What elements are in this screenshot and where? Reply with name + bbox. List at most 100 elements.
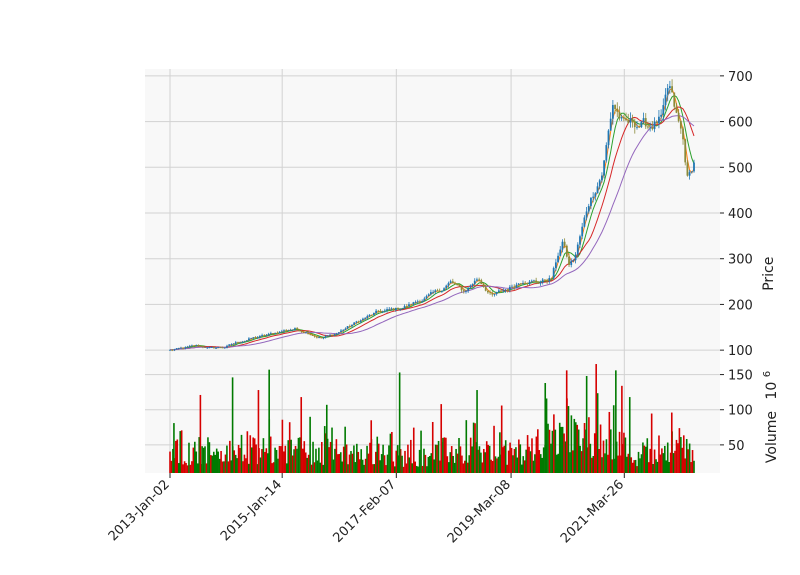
volume-bar (423, 448, 425, 473)
candle-body (579, 236, 581, 245)
volume-y-axis: 50 100 150 (720, 369, 753, 454)
candle-body (594, 193, 597, 197)
candle-body (563, 241, 566, 246)
candle-body (232, 343, 235, 345)
candle-body (570, 260, 573, 265)
candle-body (454, 283, 456, 285)
volume-bar (548, 429, 551, 473)
volume-bar (617, 455, 619, 473)
volume-tick-label: 100 (728, 404, 753, 419)
volume-peak-bar (670, 412, 673, 473)
volume-axis-label: Volume 10 6 (762, 371, 780, 463)
volume-bar (439, 460, 441, 473)
volume-bar (357, 451, 360, 473)
volume-bar (392, 461, 395, 473)
volume-bar (354, 462, 357, 473)
volume-bar (519, 444, 522, 473)
volume-axis-label-text: Volume (764, 411, 780, 463)
volume-bar (634, 459, 637, 473)
volume-bar (302, 448, 304, 473)
volume-bar (358, 459, 361, 473)
candle-body (574, 254, 577, 261)
volume-bar (415, 465, 418, 473)
volume-bar (501, 447, 504, 473)
volume-bar (297, 437, 300, 473)
volume-bar (465, 420, 468, 473)
candle-body (554, 262, 557, 269)
candle-body (366, 316, 369, 319)
volume-bar (245, 458, 247, 473)
volume-bar (291, 455, 294, 473)
volume-bar (532, 460, 535, 473)
volume-bar (627, 453, 630, 473)
candle-body (585, 211, 588, 218)
candle-body (469, 285, 472, 288)
candle-body (204, 347, 206, 348)
volume-bar (356, 443, 358, 473)
volume-bar (431, 421, 434, 473)
volume-bar (202, 447, 205, 473)
volume-bar (342, 446, 345, 473)
volume-bar (271, 463, 273, 473)
volume-bar (242, 461, 244, 473)
candle-body (508, 286, 511, 291)
volume-bar (677, 443, 679, 473)
volume-bar (612, 405, 615, 473)
volume-bar (561, 426, 564, 473)
volume-bar (411, 463, 414, 473)
candle-body (605, 145, 608, 161)
candle-body (294, 328, 296, 330)
candle-body (278, 331, 281, 334)
volume-bar (252, 437, 254, 473)
volume-bar (510, 447, 513, 473)
volume-bar (255, 444, 257, 473)
candle-body (633, 122, 636, 128)
x-tick-label: 2015-Jan-14 (218, 477, 285, 544)
candle-body (675, 106, 678, 113)
candle-body (206, 347, 209, 349)
volume-bar (589, 443, 592, 473)
volume-bar (182, 464, 184, 473)
volume-bar (577, 429, 580, 473)
candle-body (482, 284, 485, 287)
candle-body (261, 335, 263, 337)
volume-bar (598, 448, 600, 473)
volume-bar (693, 460, 695, 473)
candle-body (548, 278, 551, 282)
candle-body (677, 112, 680, 121)
candle-body (590, 197, 592, 207)
volume-bar (266, 453, 269, 473)
volume-bar (555, 454, 558, 473)
volume-bar (177, 463, 180, 473)
candle-body (221, 347, 224, 349)
volume-bar (179, 431, 182, 473)
volume-bar (639, 458, 641, 473)
volume-bar (284, 445, 287, 473)
candle-body (535, 280, 538, 283)
candle-body (226, 345, 228, 348)
volume-bar (404, 450, 406, 473)
volume-bar (218, 458, 221, 473)
volume-bar (452, 455, 454, 473)
volume-bar (265, 448, 268, 473)
volume-bar (309, 416, 311, 473)
volume-bar (420, 430, 422, 473)
volume-bar (547, 423, 549, 473)
volume-bar (234, 454, 237, 473)
volume-bar (240, 434, 243, 473)
volume-bar (528, 446, 530, 473)
volume-bar (386, 454, 389, 473)
volume-bar (655, 459, 657, 473)
candle-body (329, 334, 331, 336)
volume-bar (631, 462, 634, 473)
candle-body (219, 347, 222, 349)
candle-body (403, 306, 406, 309)
volume-bar (637, 451, 640, 473)
volume-bar (580, 451, 583, 473)
price-y-axis: 100 200 300 400 500 600 700 (720, 70, 753, 359)
volume-bar (207, 437, 209, 473)
volume-bar (493, 425, 495, 473)
volume-bar (466, 462, 469, 473)
volume-bar (593, 433, 596, 473)
volume-bar (214, 454, 217, 473)
